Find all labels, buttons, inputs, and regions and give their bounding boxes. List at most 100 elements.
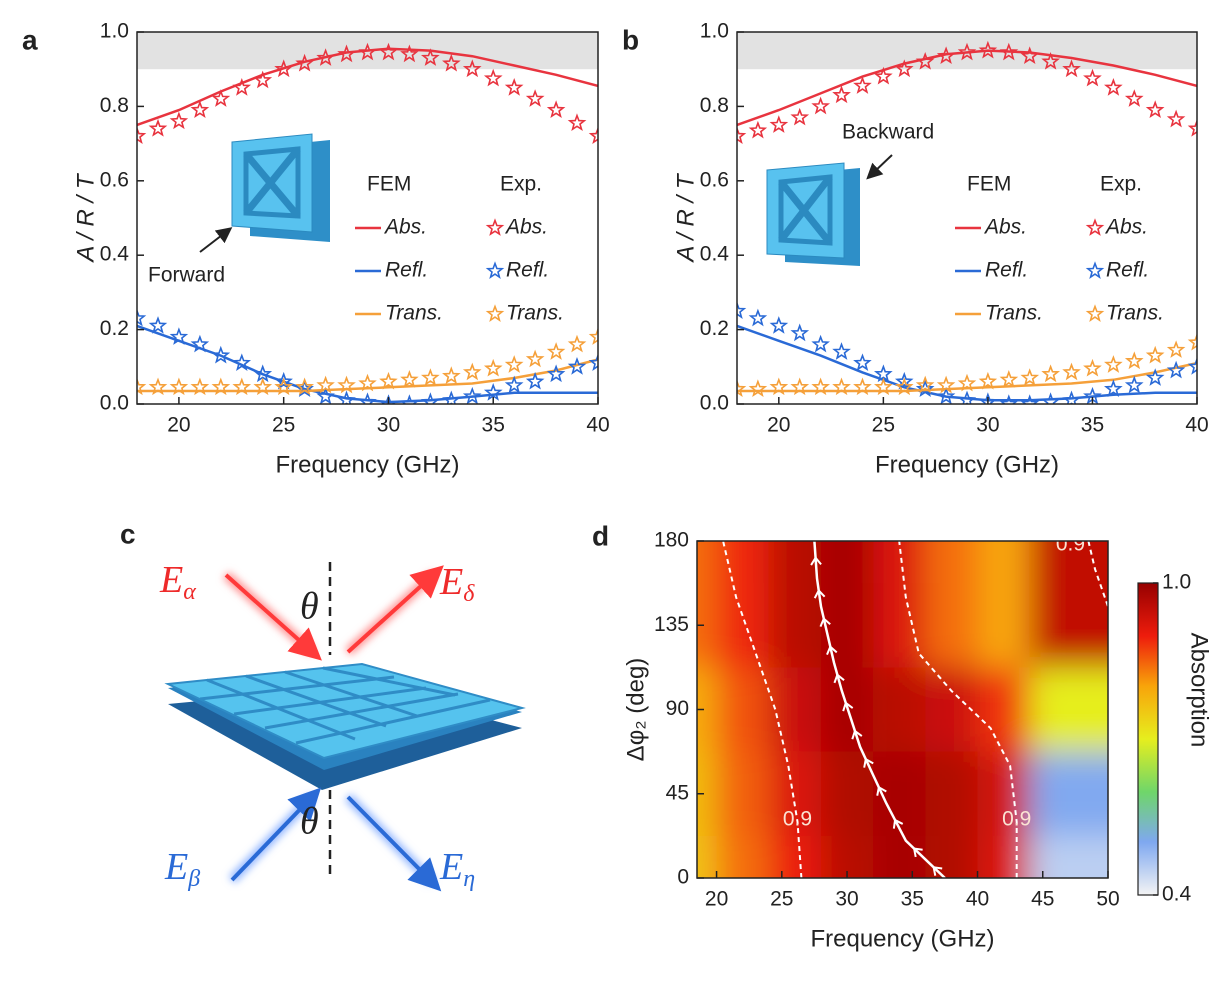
panel-label: d	[592, 520, 609, 551]
exp-star	[1106, 357, 1120, 371]
exp-star	[814, 337, 828, 351]
y-tick-label: 45	[666, 781, 689, 804]
field-sub: β	[187, 866, 200, 892]
exp-star	[793, 110, 807, 124]
exp-star	[528, 92, 542, 106]
exp-star	[1002, 372, 1016, 386]
legend-star	[1088, 264, 1102, 278]
legend-star	[1088, 307, 1102, 321]
legend-star	[488, 221, 502, 235]
legend-title: Exp.	[1100, 173, 1142, 196]
legend-label: Trans.	[1106, 302, 1164, 325]
exp-star	[1023, 371, 1037, 385]
exp-star	[1106, 80, 1120, 94]
exp-star	[1106, 382, 1120, 396]
field-label: Eβ	[164, 846, 200, 892]
y-axis-label: A / R / T	[72, 172, 99, 263]
field-label: Eη	[439, 846, 475, 892]
colorbar	[1138, 583, 1158, 895]
x-tick-label: 45	[1031, 888, 1054, 911]
y-tick-label: 0.6	[100, 168, 129, 191]
x-axis-label: Frequency (GHz)	[275, 451, 459, 478]
exp-star	[834, 344, 848, 358]
exp-star	[1127, 92, 1141, 106]
exp-star	[507, 378, 521, 392]
field-main: E	[164, 846, 188, 888]
y-tick-label: 0.0	[100, 392, 129, 415]
exp-star	[772, 318, 786, 332]
inset-backward	[767, 155, 892, 266]
exp-star	[172, 330, 186, 344]
heat-cell	[925, 752, 977, 836]
angle-label: θ	[300, 586, 319, 628]
y-tick-label: 135	[654, 613, 689, 636]
exp-star	[1127, 354, 1141, 368]
exp-star	[570, 337, 584, 351]
exp-star	[151, 318, 165, 332]
y-tick-label: 0.4	[700, 243, 730, 266]
y-tick-label: 180	[654, 529, 689, 552]
exp-star	[549, 344, 563, 358]
exp-star	[381, 374, 395, 388]
exp-star	[981, 374, 995, 388]
colorbar-tick-label: 0.4	[1162, 883, 1192, 906]
x-tick-label: 35	[901, 888, 924, 911]
annotation: Forward	[148, 264, 225, 287]
legend-star	[488, 264, 502, 278]
x-tick-label: 25	[872, 414, 895, 437]
y-tick-label: 1.0	[700, 20, 729, 43]
x-tick-label: 25	[770, 888, 793, 911]
y-tick-label: 0.8	[100, 94, 129, 117]
exp-star	[772, 118, 786, 132]
y-tick-label: 0.2	[100, 317, 129, 340]
heat-cell	[769, 667, 821, 751]
legend-label: Abs.	[1104, 216, 1148, 239]
y-tick-label: 0.8	[700, 94, 729, 117]
x-axis-label: Frequency (GHz)	[810, 925, 994, 952]
exp-star	[444, 369, 458, 383]
exp-star	[1169, 112, 1183, 126]
exp-star	[507, 357, 521, 371]
panel-label: c	[120, 518, 136, 549]
legend-label: Refl.	[1106, 259, 1149, 282]
exp-star	[486, 361, 500, 375]
legend-label: Refl.	[985, 259, 1028, 282]
heat-cell	[717, 667, 769, 751]
heat-cell	[978, 667, 1030, 751]
exp-star	[1169, 343, 1183, 357]
exp-star	[855, 78, 869, 92]
exp-star	[486, 71, 500, 85]
legend-label: Trans.	[385, 302, 443, 325]
arrow	[348, 576, 432, 652]
y-axis-label: Δφ₂ (deg)	[622, 658, 649, 762]
legend-label: Abs.	[983, 216, 1027, 239]
x-tick-label: 35	[482, 414, 505, 437]
panel-c: c θ θ Eα Eδ Eβ Eη	[120, 518, 522, 891]
x-tick-label: 30	[976, 414, 999, 437]
field-label: Eδ	[439, 561, 475, 607]
exp-star	[751, 123, 765, 137]
x-tick-label: 30	[377, 414, 400, 437]
exp-star	[814, 99, 828, 113]
legend-label: Trans.	[985, 302, 1043, 325]
heat-cell	[873, 667, 925, 751]
exp-star	[1148, 348, 1162, 362]
x-tick-label: 40	[1185, 414, 1208, 437]
exp-star	[1044, 367, 1058, 381]
exp-star	[151, 121, 165, 135]
legend-star	[488, 307, 502, 321]
field-sub: η	[463, 866, 475, 892]
exp-star	[507, 80, 521, 94]
x-tick-label: 35	[1081, 414, 1104, 437]
exp-star	[528, 352, 542, 366]
annotation: Backward	[842, 121, 934, 144]
legend-title: FEM	[967, 173, 1011, 196]
exp-star	[549, 103, 563, 117]
exp-star	[1127, 378, 1141, 392]
panel-label: b	[622, 24, 639, 55]
exp-star	[834, 88, 848, 102]
colorbar-tick-label: 1.0	[1162, 571, 1191, 594]
x-tick-label: 25	[272, 414, 295, 437]
x-tick-label: 20	[767, 414, 790, 437]
figure: c θ θ Eα Eδ Eβ Eη 20 25 30 35 40 0.0 0.2 0.4 0.6…	[0, 0, 1220, 984]
